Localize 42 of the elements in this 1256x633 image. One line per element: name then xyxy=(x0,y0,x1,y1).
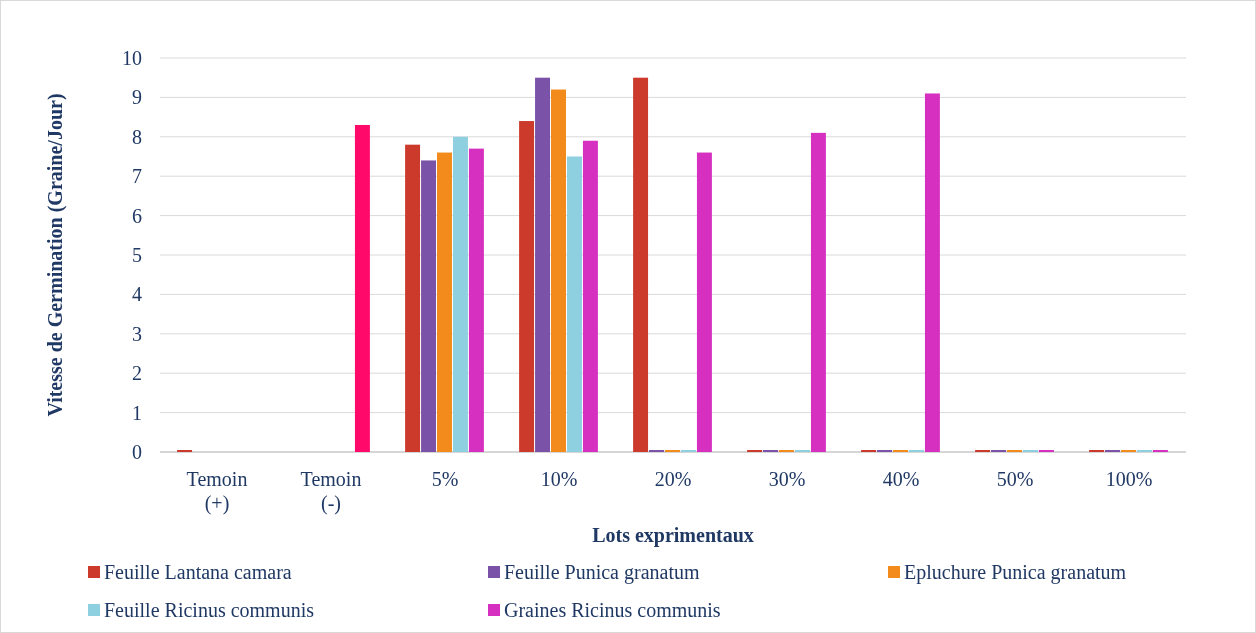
x-axis-title: Lots exprimentaux xyxy=(592,524,754,547)
x-tick-label: 5% xyxy=(431,468,459,490)
x-tick-label: Temoin (-) xyxy=(300,468,362,515)
bar xyxy=(696,152,712,452)
y-tick-label: 2 xyxy=(132,362,142,385)
y-tick-label: 10 xyxy=(122,47,142,69)
bar xyxy=(519,121,535,452)
legend-label: Feuille Ricinus communis xyxy=(104,599,315,621)
bar xyxy=(421,160,437,452)
y-tick-label: 6 xyxy=(132,204,142,227)
legend-label: Epluchure Punica granatum xyxy=(904,561,1127,584)
y-axis-title: Vitesse de Germination (Graine/Jour) xyxy=(44,93,67,417)
x-tick-label: 100% xyxy=(1105,468,1153,490)
bar xyxy=(633,77,649,452)
x-tick-label: 10% xyxy=(540,468,578,490)
legend-label: Graines Ricinus communis xyxy=(504,599,721,621)
bar xyxy=(468,148,484,452)
y-tick-label: 5 xyxy=(132,244,142,266)
y-tick-label: 1 xyxy=(132,401,142,424)
y-tick-label: 8 xyxy=(132,125,142,148)
bar xyxy=(535,77,551,452)
bar xyxy=(582,140,598,452)
x-tick-label: 40% xyxy=(882,468,920,490)
bar xyxy=(810,132,826,452)
x-tick-label: 50% xyxy=(996,468,1034,490)
bar xyxy=(437,152,452,452)
y-tick-label: 0 xyxy=(132,441,142,463)
bar xyxy=(452,136,468,452)
legend-label: Feuille Punica granatum xyxy=(504,561,700,584)
bar xyxy=(566,156,582,452)
legend-label: Feuille Lantana camara xyxy=(104,561,292,583)
x-tick-label: 30% xyxy=(768,468,806,490)
y-tick-label: 3 xyxy=(132,322,142,345)
y-tick-label: 7 xyxy=(132,165,142,188)
bar xyxy=(924,93,940,452)
bar xyxy=(354,124,370,452)
y-tick-label: 9 xyxy=(132,86,142,109)
y-tick-label: 4 xyxy=(132,283,142,306)
bar xyxy=(405,144,421,452)
x-tick-label: 20% xyxy=(654,468,692,490)
bar xyxy=(551,89,566,452)
x-tick-label: Temoin (+) xyxy=(186,468,248,515)
